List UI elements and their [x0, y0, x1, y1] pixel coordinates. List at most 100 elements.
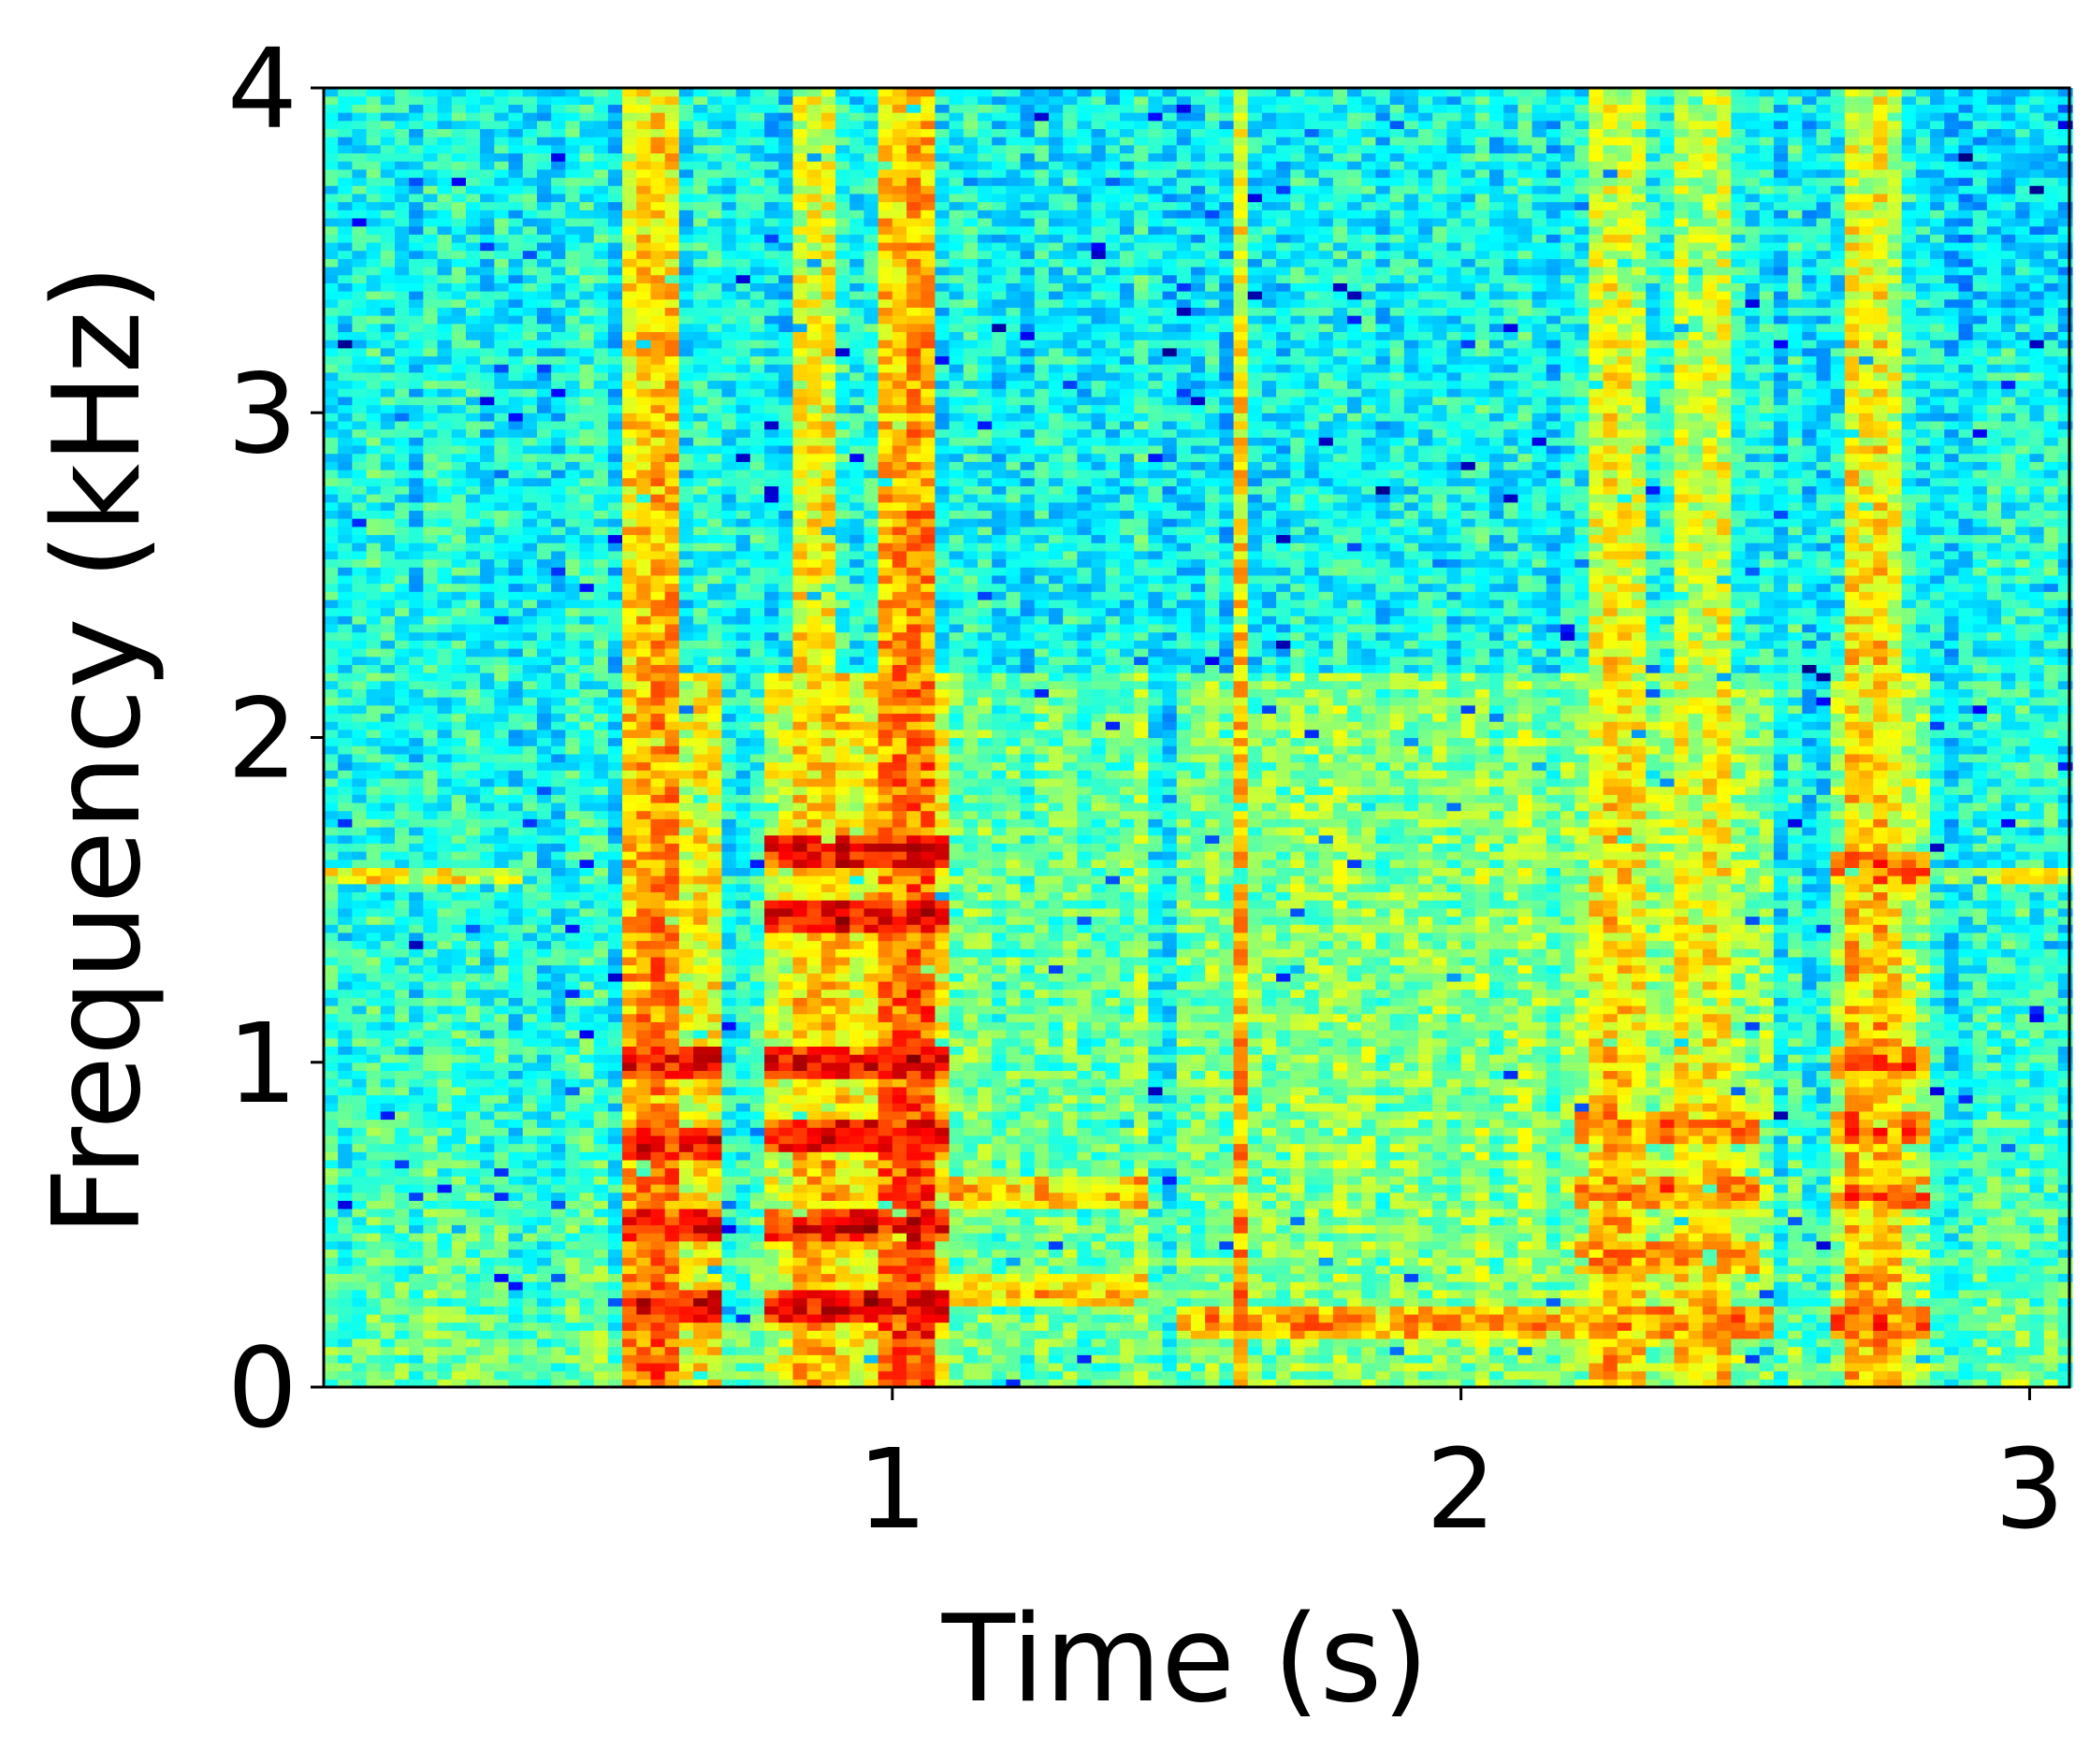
- heatmap-cell: [423, 1281, 439, 1291]
- heatmap-cell: [579, 1103, 595, 1112]
- heatmap-cell: [536, 713, 552, 722]
- heatmap-cell: [693, 1103, 708, 1112]
- heatmap-cell: [394, 1224, 410, 1234]
- heatmap-cell: [423, 542, 439, 552]
- heatmap-cell: [664, 396, 680, 406]
- heatmap-cell: [536, 412, 552, 422]
- heatmap-cell: [394, 591, 410, 600]
- heatmap-cell: [636, 331, 652, 340]
- heatmap-cell: [324, 664, 339, 673]
- heatmap-cell: [480, 607, 495, 616]
- heatmap-cell: [522, 607, 538, 616]
- heatmap-cell: [579, 956, 595, 966]
- heatmap-cell: [451, 664, 467, 673]
- heatmap-cell: [480, 777, 495, 788]
- heatmap-cell: [494, 1037, 510, 1047]
- heatmap-cell: [707, 851, 723, 860]
- heatmap-cell: [565, 526, 581, 536]
- heatmap-cell: [451, 1030, 467, 1039]
- heatmap-cell: [480, 1379, 495, 1388]
- heatmap-cell: [622, 1151, 637, 1161]
- heatmap-cell: [522, 88, 538, 97]
- heatmap-cell: [650, 340, 666, 349]
- heatmap-cell: [678, 550, 694, 560]
- heatmap-cell: [707, 1167, 723, 1177]
- heatmap-cell: [650, 501, 666, 512]
- heatmap-cell: [749, 567, 765, 576]
- heatmap-cell: [394, 640, 410, 649]
- heatmap-cell: [565, 591, 581, 600]
- heatmap-cell: [480, 526, 495, 536]
- heatmap-cell: [380, 1062, 396, 1072]
- heatmap-cell: [707, 891, 723, 901]
- heatmap-cell: [508, 997, 524, 1006]
- heatmap-cell: [721, 266, 737, 276]
- heatmap-cell: [324, 794, 339, 803]
- heatmap-cell: [707, 1062, 723, 1072]
- heatmap-cell: [380, 95, 396, 105]
- heatmap-cell: [650, 95, 666, 105]
- heatmap-cell: [366, 867, 382, 876]
- heatmap-cell: [338, 1313, 353, 1323]
- heatmap-cell: [324, 510, 339, 519]
- heatmap-cell: [366, 258, 382, 267]
- heatmap-cell: [338, 924, 353, 933]
- heatmap-cell: [636, 1281, 652, 1291]
- heatmap-cell: [480, 161, 495, 170]
- heatmap-cell: [565, 404, 581, 413]
- heatmap-cell: [480, 1176, 495, 1185]
- heatmap-cell: [494, 485, 510, 495]
- heatmap-cell: [366, 1127, 382, 1136]
- heatmap-cell: [650, 1273, 666, 1282]
- heatmap-cell: [565, 680, 581, 690]
- heatmap-cell: [423, 770, 439, 779]
- heatmap-cell: [366, 713, 382, 722]
- heatmap-cell: [636, 777, 652, 788]
- heatmap-cell: [721, 485, 737, 495]
- heatmap-cell: [565, 1135, 581, 1145]
- heatmap-cell: [593, 1306, 609, 1315]
- heatmap-cell: [380, 266, 396, 276]
- heatmap-cell: [678, 266, 694, 276]
- heatmap-cell: [607, 1297, 623, 1307]
- heatmap-cell: [437, 1313, 453, 1323]
- heatmap-cell: [650, 234, 666, 243]
- heatmap-cell: [735, 168, 751, 179]
- heatmap-cell: [352, 964, 368, 974]
- heatmap-cell: [508, 1313, 524, 1323]
- heatmap-cell: [522, 802, 538, 812]
- heatmap-cell: [352, 331, 368, 340]
- heatmap-cell: [678, 721, 694, 730]
- heatmap-cell: [352, 428, 368, 438]
- heatmap-cell: [664, 1233, 680, 1242]
- heatmap-cell: [607, 137, 623, 146]
- heatmap-cell: [536, 1208, 552, 1218]
- heatmap-cell: [536, 656, 552, 665]
- heatmap-cell: [522, 340, 538, 349]
- heatmap-cell: [451, 583, 467, 592]
- heatmap-cell: [636, 193, 652, 203]
- heatmap-cell: [607, 128, 623, 137]
- heatmap-cell: [465, 241, 481, 252]
- heatmap-cell: [380, 1046, 396, 1055]
- heatmap-cell: [494, 1192, 510, 1201]
- heatmap-cell: [622, 1337, 637, 1348]
- heatmap-cell: [352, 973, 368, 982]
- heatmap-cell: [423, 688, 439, 698]
- heatmap-cell: [338, 875, 353, 885]
- heatmap-cell: [480, 412, 495, 422]
- heatmap-cell: [579, 883, 595, 893]
- heatmap-cell: [352, 826, 368, 836]
- heatmap-cell: [465, 859, 481, 868]
- heatmap-cell: [409, 1167, 424, 1177]
- heatmap-cell: [678, 380, 694, 389]
- heatmap-cell: [494, 161, 510, 170]
- heatmap-cell: [607, 1192, 623, 1201]
- heatmap-cell: [551, 940, 566, 949]
- heatmap-cell: [551, 851, 566, 860]
- heatmap-cell: [636, 761, 652, 771]
- heatmap-cell: [380, 558, 396, 568]
- heatmap-cell: [522, 258, 538, 267]
- heatmap-cell: [394, 1167, 410, 1177]
- heatmap-cell: [324, 761, 339, 771]
